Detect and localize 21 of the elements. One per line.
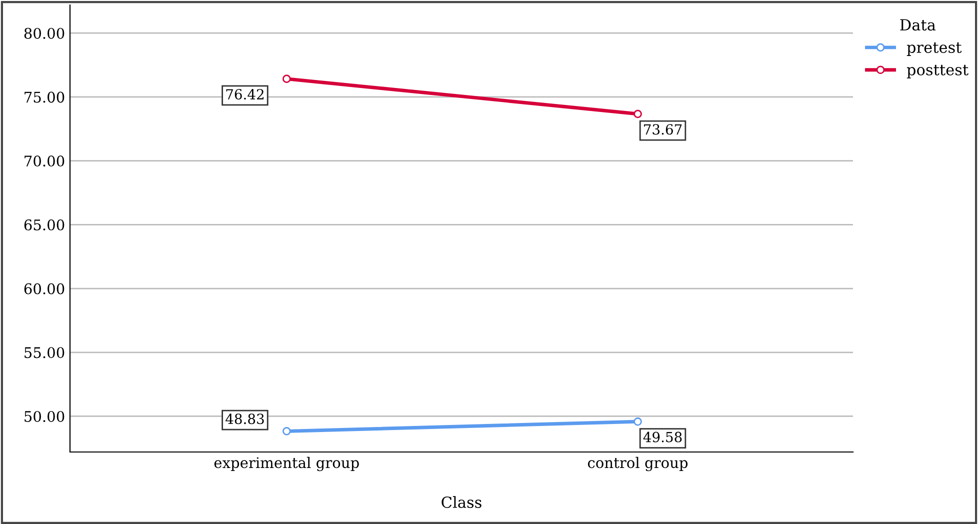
legend-label: posttest — [906, 64, 968, 78]
data-label: 73.67 — [644, 124, 682, 135]
x-axis-title: Class — [442, 496, 482, 508]
y-tick-label: 55.00 — [24, 347, 64, 358]
data-label: 48.83 — [226, 414, 264, 424]
y-tick-label: 75.00 — [24, 92, 64, 103]
y-tick-label: 80.00 — [24, 28, 64, 39]
point — [282, 74, 291, 83]
x-tick-label: experimental group — [214, 456, 359, 472]
x-tick-label: control group — [588, 456, 688, 472]
point — [282, 427, 291, 436]
point — [634, 110, 642, 118]
legend-label: pretest — [906, 42, 962, 56]
legend-title: Data — [900, 19, 936, 31]
data-label: 49.58 — [643, 432, 682, 442]
y-tick-label: 60.00 — [24, 283, 64, 294]
data-label: 76.42 — [226, 89, 264, 100]
y-tick-label: 65.00 — [24, 219, 64, 230]
point — [634, 417, 642, 426]
y-tick-label: 50.00 — [24, 410, 64, 422]
y-tick-label: 70.00 — [24, 156, 64, 167]
